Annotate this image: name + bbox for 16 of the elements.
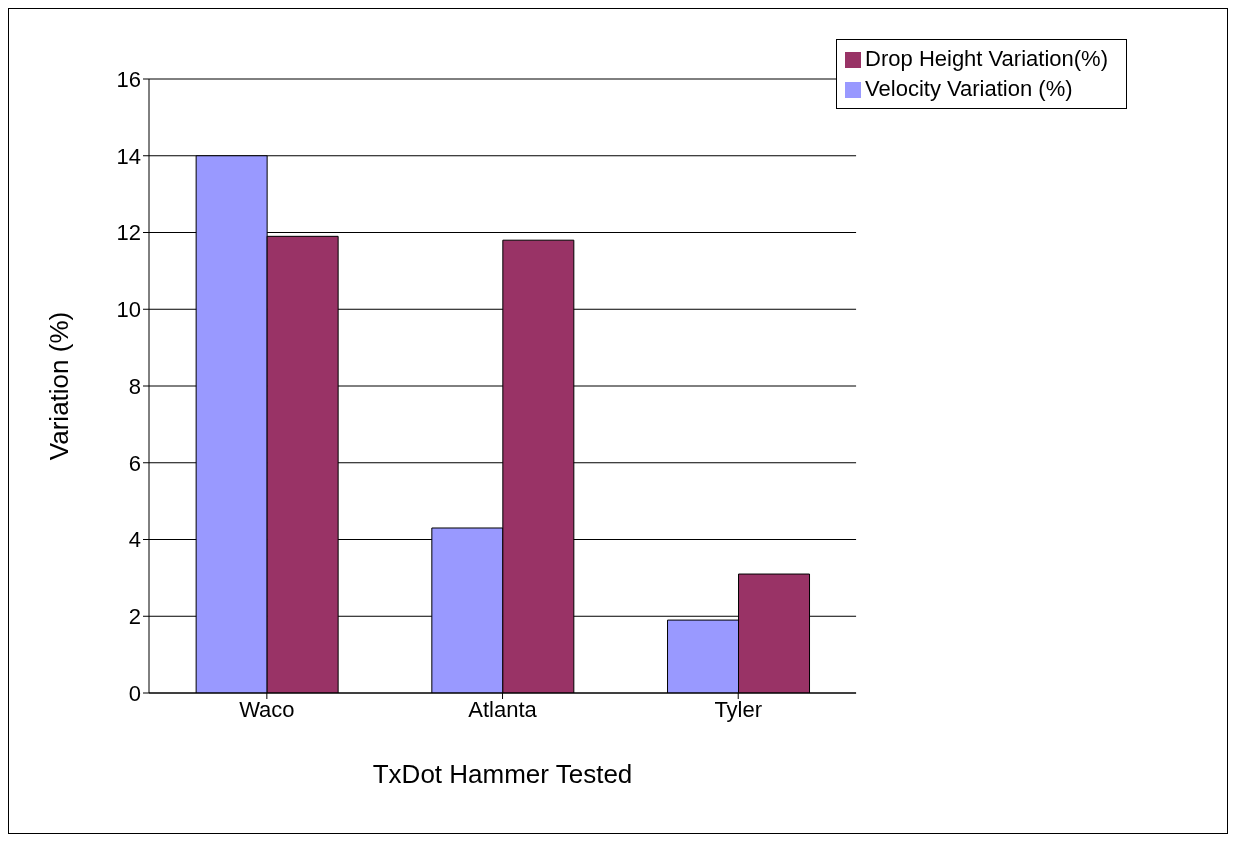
x-tick-label: Atlanta <box>468 696 538 722</box>
y-tick-label: 4 <box>128 527 141 553</box>
y-tick-label: 8 <box>128 373 141 399</box>
x-tick-label: Tyler <box>714 696 763 722</box>
x-tick-label: Waco <box>239 696 295 722</box>
y-tick-label: 14 <box>116 143 141 169</box>
y-tick-label: 10 <box>116 297 141 323</box>
legend-label: Drop Height Variation(%) <box>865 46 1108 71</box>
y-tick-label: 6 <box>128 450 141 476</box>
y-tick-label: 12 <box>116 220 141 246</box>
y-tick-label: 0 <box>128 680 141 706</box>
legend-label: Velocity Variation (%) <box>865 76 1073 101</box>
x-axis-title: TxDot Hammer Tested <box>372 759 633 789</box>
y-tick-label: 16 <box>116 66 141 92</box>
y-axis-title: Variation (%) <box>44 311 75 461</box>
y-tick-label: 2 <box>128 604 141 630</box>
